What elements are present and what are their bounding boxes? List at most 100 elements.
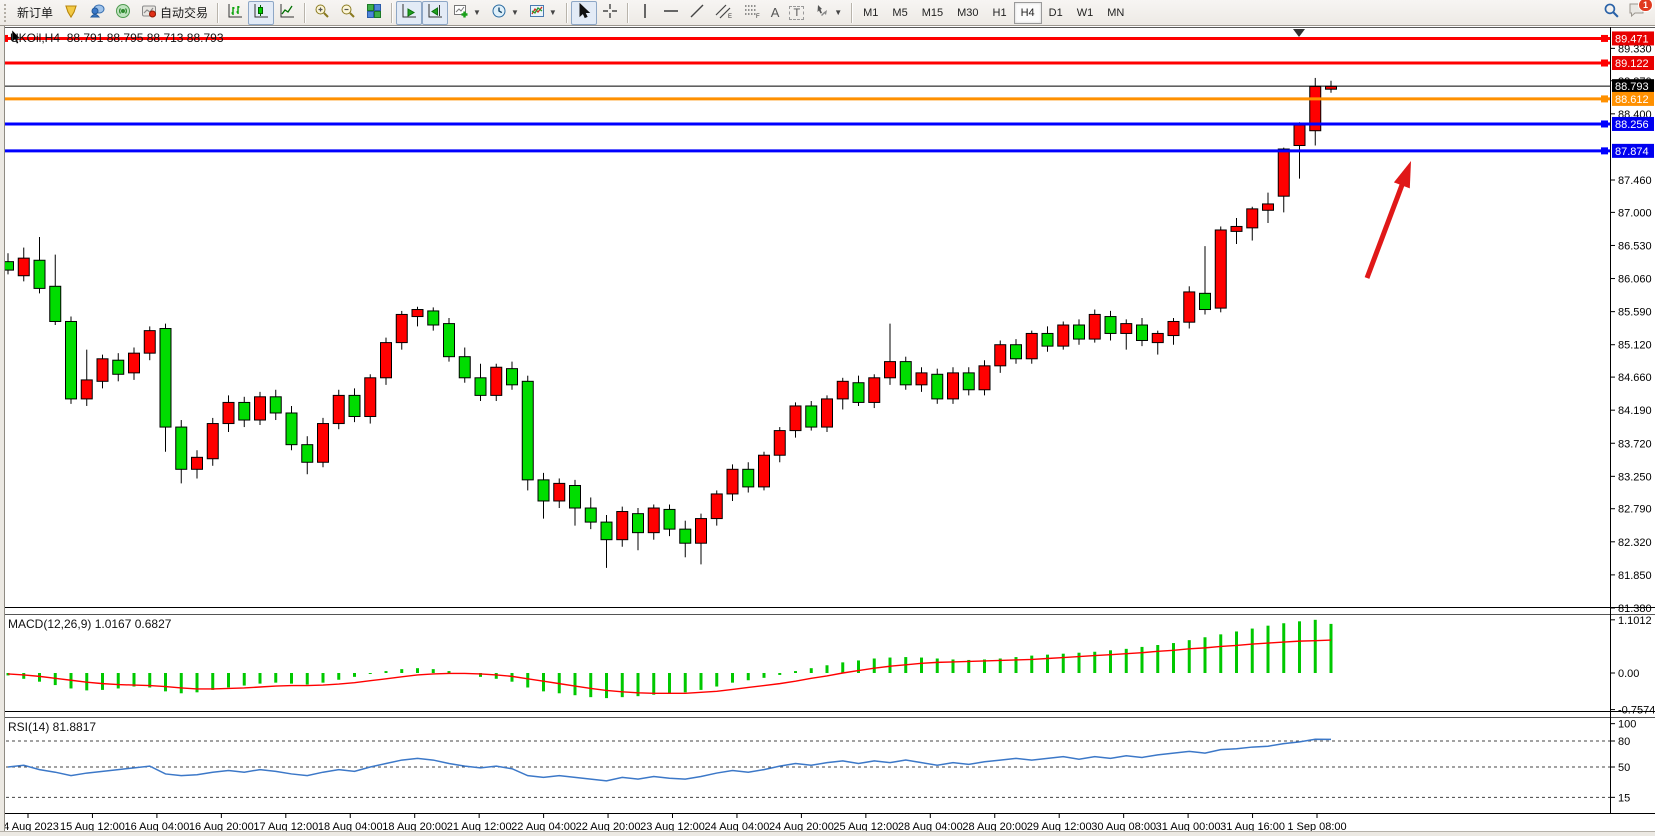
zoom-out-button[interactable]: [335, 1, 361, 25]
text-a-icon: A: [770, 5, 780, 20]
candle-body: [742, 468, 755, 488]
hline-handle[interactable]: [1601, 95, 1608, 103]
candle-body: [332, 394, 345, 425]
trend-arrow-head[interactable]: [1393, 161, 1411, 189]
time-label: 17 Aug 12:00: [253, 821, 318, 833]
rsi-axis-label: 100: [1618, 719, 1636, 731]
signals-button[interactable]: [110, 1, 136, 25]
hline-handle[interactable]: [1601, 147, 1608, 155]
cursor-button[interactable]: [570, 0, 597, 25]
trendline-button[interactable]: [684, 1, 710, 25]
timeframe-D1[interactable]: D1: [1048, 6, 1063, 19]
candle-body: [1151, 332, 1164, 344]
notifications-button[interactable]: 1: [1628, 0, 1653, 23]
horizontal-line-button[interactable]: [658, 1, 684, 25]
community-button[interactable]: [84, 1, 110, 25]
price-badge-label: 89.122: [1615, 58, 1649, 70]
mouse-cursor: [11, 29, 22, 45]
timeframe-M15[interactable]: M15: [921, 6, 944, 19]
text-button[interactable]: A: [766, 1, 785, 25]
candle-body: [962, 372, 975, 391]
price-tick-label: 85.120: [1618, 340, 1652, 352]
candle-body: [884, 361, 896, 379]
trend-arrow-shaft[interactable]: [1364, 180, 1406, 279]
time-label: 18 Aug 04:00: [318, 821, 383, 833]
vertical-line-icon: [637, 3, 653, 22]
price-badge-label: 89.471: [1615, 33, 1649, 45]
price-tick-label: 89.330: [1618, 43, 1652, 55]
candle-body: [112, 359, 125, 375]
new-order-label: 新订单: [17, 6, 54, 20]
hline-handle[interactable]: [1601, 34, 1608, 42]
candle-body: [395, 313, 408, 344]
candle-body: [978, 365, 991, 391]
vertical-line-button[interactable]: [632, 1, 658, 25]
new-chart-button[interactable]: ▼: [448, 1, 486, 25]
chevron-down-icon: ▼: [473, 8, 481, 17]
tile-windows-button[interactable]: [361, 1, 387, 25]
hline-handle[interactable]: [1601, 59, 1608, 67]
fibonacci-button[interactable]: F: [738, 1, 766, 25]
candle-body: [33, 259, 46, 289]
timeframe-H1[interactable]: H1: [992, 6, 1007, 19]
candle-body: [427, 310, 440, 326]
candle-body: [915, 372, 928, 386]
candle-body: [663, 508, 676, 530]
search-icon[interactable]: [1603, 2, 1620, 24]
candle-body: [1277, 148, 1290, 197]
candle-body: [1183, 291, 1196, 323]
rsi-axis-label: 15: [1618, 792, 1630, 804]
timeframe-buttons: M1 M5 M15 M30 H1 H4 D1 W1 MN: [856, 1, 1131, 24]
candle-body: [269, 396, 282, 414]
timeframe-M1[interactable]: M1: [863, 6, 879, 19]
separator: [626, 2, 628, 23]
auto-scroll-button[interactable]: [396, 0, 423, 25]
price-tick-label: 82.790: [1618, 504, 1652, 516]
chevron-down-icon: ▼: [548, 8, 557, 17]
community-icon: [89, 3, 105, 22]
price-tick-label: 85.590: [1618, 307, 1652, 319]
candle-body: [773, 430, 786, 456]
candle-body: [128, 352, 140, 374]
candle-body: [616, 511, 629, 541]
line-chart-button[interactable]: [274, 1, 300, 25]
new-order-button[interactable]: 新订单: [12, 1, 58, 25]
timeframe-M30[interactable]: M30: [957, 6, 979, 19]
candle-body: [1010, 344, 1022, 360]
channel-button[interactable]: E: [710, 1, 738, 25]
candle-body: [175, 426, 188, 470]
text-label-icon: T: [789, 5, 805, 20]
chart-canvas[interactable]: 89.33088.87088.40087.46087.00086.53086.0…: [0, 26, 1655, 836]
candle-body: [569, 484, 581, 509]
hline-handle[interactable]: [1601, 120, 1608, 128]
price-badge-label: 88.793: [1615, 81, 1649, 93]
auto-trading-button[interactable]: 自动交易: [136, 1, 213, 25]
candle-body: [443, 323, 455, 358]
time-label: 14 Aug 2023: [0, 821, 59, 833]
chart-area[interactable]: 89.33088.87088.40087.46087.00086.53086.0…: [0, 26, 1655, 836]
timeframe-H4[interactable]: H4: [1013, 1, 1042, 24]
chart-shift-button[interactable]: [422, 0, 449, 25]
crosshair-button[interactable]: [597, 1, 623, 25]
macd-axis-label: 1.1012: [1618, 615, 1652, 627]
timeframe-M5[interactable]: M5: [892, 6, 908, 19]
bar-chart-button[interactable]: [222, 1, 248, 25]
candle-body: [931, 373, 944, 400]
timeframe-W1[interactable]: W1: [1076, 6, 1094, 19]
price-tick-label: 86.530: [1618, 240, 1652, 252]
periods-button[interactable]: ▼: [486, 1, 524, 25]
candle-body: [1293, 124, 1306, 147]
text-label-button[interactable]: T: [784, 1, 809, 25]
candle-body: [899, 361, 912, 386]
macd-axis-label: -0.7574: [1618, 705, 1655, 717]
templates-button[interactable]: ▼: [524, 1, 562, 25]
separator: [217, 2, 219, 23]
zoom-in-button[interactable]: [309, 1, 335, 25]
arrows-button[interactable]: ▼: [809, 1, 847, 25]
toolbar-drag-handle[interactable]: [4, 3, 9, 22]
candle-body: [994, 344, 1007, 367]
candlestick-chart-button[interactable]: [248, 0, 275, 25]
timeframe-MN[interactable]: MN: [1107, 6, 1125, 19]
crosshair-icon: [602, 3, 618, 22]
market-watch-button[interactable]: [58, 1, 84, 25]
